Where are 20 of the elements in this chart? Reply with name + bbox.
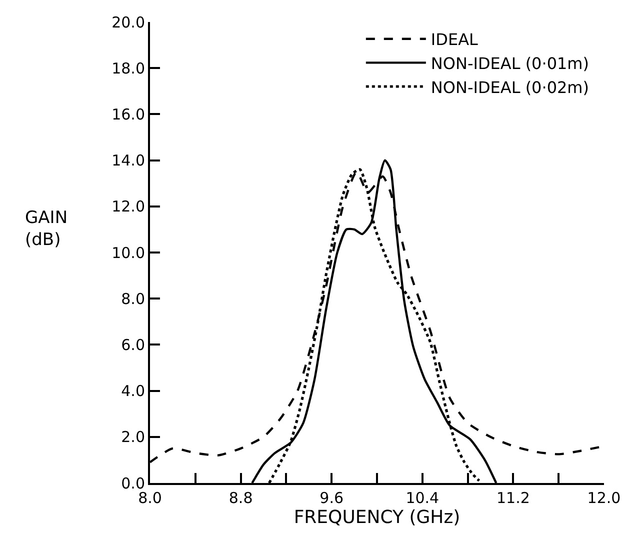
y-tick-label: 16.0 bbox=[112, 105, 145, 124]
y-tick-label: 10.0 bbox=[112, 244, 145, 262]
legend-label: NON-IDEAL (0·02m) bbox=[430, 78, 590, 97]
y-tick-label: 8.0 bbox=[121, 290, 145, 308]
y-tick-label: 4.0 bbox=[121, 382, 145, 400]
y-tick-label: 18.0 bbox=[112, 59, 145, 78]
legend-label: NON-IDEAL (0·01m) bbox=[430, 54, 590, 73]
x-tick-label: 8.8 bbox=[228, 489, 253, 507]
y-tick-label: 2.0 bbox=[121, 428, 145, 446]
x-tick-label: 10.4 bbox=[406, 489, 440, 507]
x-tick-label: 9.6 bbox=[320, 489, 344, 507]
x-tick-label: 12.0 bbox=[587, 489, 621, 507]
y-tick-label: 20.0 bbox=[112, 13, 145, 32]
y-tick-label: 6.0 bbox=[121, 336, 145, 354]
y-axis-title: GAIN (dB) bbox=[25, 208, 68, 250]
legend-label: IDEAL bbox=[430, 30, 478, 50]
x-tick-label: 11.2 bbox=[496, 489, 530, 507]
x-axis-title: FREQUENCY (GHz) bbox=[294, 507, 460, 528]
y-tick-label: 14.0 bbox=[112, 152, 145, 170]
y-tick-label: 12.0 bbox=[112, 198, 145, 216]
